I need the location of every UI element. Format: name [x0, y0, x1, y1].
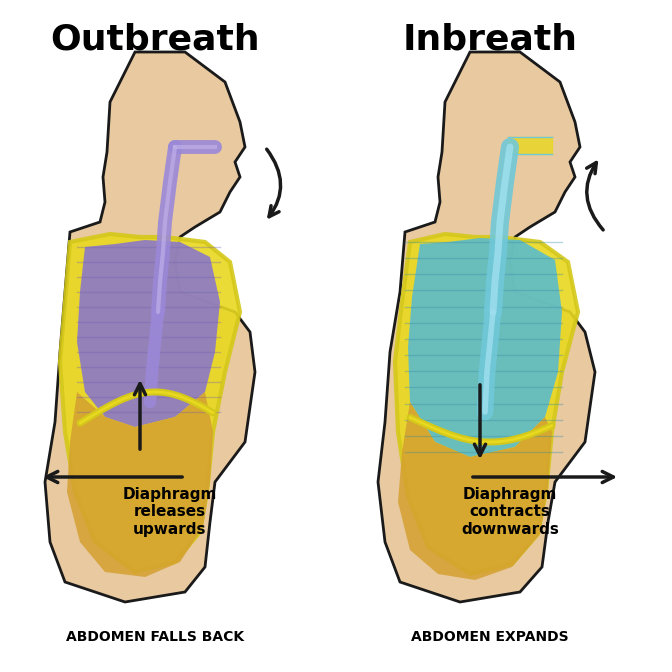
- Polygon shape: [398, 402, 552, 580]
- Polygon shape: [77, 240, 220, 427]
- Text: ABDOMEN EXPANDS: ABDOMEN EXPANDS: [411, 630, 569, 644]
- Polygon shape: [395, 234, 578, 574]
- Text: Outbreath: Outbreath: [50, 22, 260, 56]
- Text: Diaphragm
contracts
downwards: Diaphragm contracts downwards: [461, 487, 559, 537]
- Polygon shape: [378, 52, 595, 602]
- Polygon shape: [408, 238, 562, 457]
- Polygon shape: [67, 392, 213, 577]
- Text: Inbreath: Inbreath: [403, 22, 577, 56]
- Polygon shape: [60, 234, 240, 572]
- Polygon shape: [45, 52, 255, 602]
- Text: ABDOMEN FALLS BACK: ABDOMEN FALLS BACK: [66, 630, 244, 644]
- Text: Diaphragm
releases
upwards: Diaphragm releases upwards: [123, 487, 217, 537]
